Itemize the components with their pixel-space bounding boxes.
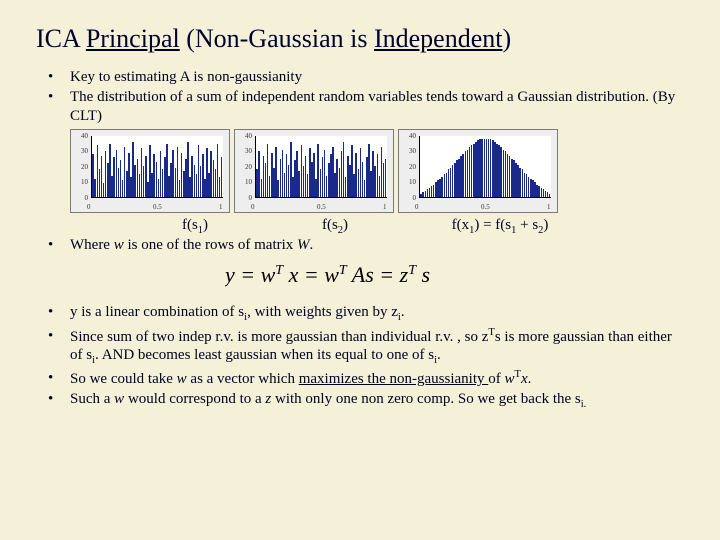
b4-mid: would correspond to a [124,391,265,407]
b3-wT: w [505,371,515,387]
chart-labels-row: f(s1) f(s2) f(x1) = f(s1 + s2) [70,217,684,236]
bullet-maximize: So we could take w as a vector which max… [36,369,684,388]
b3-w: w [177,371,187,387]
title-post: ) [503,24,512,53]
bullet-linear-comb: y is a linear combination of si, with we… [36,303,684,325]
mb-w: w [114,237,124,253]
b3-u: maximizes the non-gaussianity [299,371,489,387]
slide-title: ICA Principal (Non-Gaussian is Independe… [36,24,684,54]
b3-post: . [528,371,532,387]
b1-mid: , with weights given by z [247,304,398,320]
mb-pre: Where [70,237,114,253]
histogram-row: 01020304000.5101020304000.5101020304000.… [70,129,684,213]
b1-pre: y is a linear combination of s [70,304,244,320]
b3-of: of [488,371,504,387]
title-pre: ICA [36,24,86,53]
b4-w: w [114,391,124,407]
mb-post: . [310,237,314,253]
equation: y = wT x = wT As = zT s [36,258,684,297]
histogram-panel-1: 01020304000.51 [70,129,230,213]
b3-mid: as a vector which [187,371,299,387]
top-bullets: Key to estimating A is non-gaussianity T… [36,68,684,125]
title-u1: Principal [86,24,180,53]
bullet-clt: The distribution of a sum of independent… [36,88,684,125]
b3-pre: So we could take [70,371,177,387]
mb-W: W [297,237,310,253]
histogram-panel-3: 01020304000.51 [398,129,558,213]
bullet-where-w: Where w is one of the rows of matrix W. [36,236,684,254]
title-mid: (Non-Gaussian is [180,24,374,53]
bullet-more-gaussian: Since sum of two indep r.v. is more gaus… [36,327,684,368]
b4-pre: Such a [70,391,114,407]
mb-mid: is one of the rows of matrix [124,237,297,253]
label-fx1: f(x1) = f(s1 + s2) [400,217,600,236]
bullet-key: Key to estimating A is non-gaussianity [36,68,684,86]
title-u2: Independent [374,24,503,53]
svg-text:y = wT x = wT As = zT s: y = wT x = wT As = zT s [225,262,430,287]
mid-bullets: Where w is one of the rows of matrix W. [36,236,684,254]
b2-post: . [437,347,441,363]
histogram-panel-2: 01020304000.51 [234,129,394,213]
bullet-z-one-nonzero: Such a w would correspond to a z with on… [36,390,684,412]
bottom-bullets: y is a linear combination of si, with we… [36,303,684,412]
label-fs2: f(s2) [270,217,400,236]
b4-mid2: with only one non zero comp. So we get b… [271,391,581,407]
b2-a: Since sum of two indep r.v. is more gaus… [70,329,488,345]
b4-sub: i. [581,399,587,410]
label-fs1: f(s1) [120,217,270,236]
b2-mid: . AND becomes least gaussian when its eq… [95,347,434,363]
b1-post: . [401,304,405,320]
b3-x: x [521,371,528,387]
